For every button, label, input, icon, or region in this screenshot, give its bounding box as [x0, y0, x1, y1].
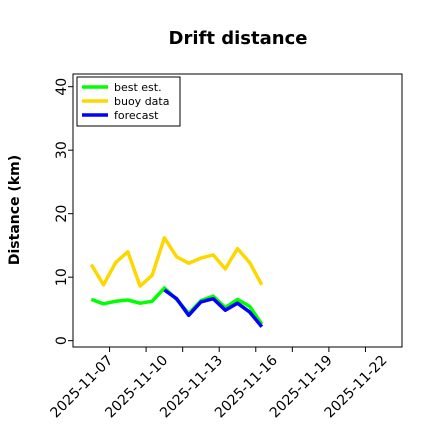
legend: best est. buoy data forecast	[76, 76, 181, 127]
legend-label-forecast: forecast	[114, 109, 159, 122]
y-tick-label: 20	[54, 205, 70, 223]
legend-label-best-est: best est.	[114, 81, 162, 94]
x-axis-ticks: 2025-11-072025-11-102025-11-132025-11-16…	[48, 347, 391, 421]
y-axis-label: Distance (km)	[7, 155, 23, 265]
chart-title: Drift distance	[169, 28, 308, 49]
series-line-forecast	[163, 288, 264, 328]
plot-area	[72, 73, 403, 348]
y-tick-label: 10	[54, 268, 70, 286]
series-lines	[89, 236, 264, 328]
series-line-best-est	[90, 286, 264, 326]
y-tick-label: 30	[54, 141, 70, 159]
y-tick-label: 0	[54, 336, 70, 345]
series-line-buoy-data	[89, 236, 264, 288]
y-tick-label: 40	[54, 78, 70, 96]
y-axis-ticks: 0 10 20 30 40	[54, 78, 73, 345]
legend-label-buoy-data: buoy data	[114, 95, 169, 108]
